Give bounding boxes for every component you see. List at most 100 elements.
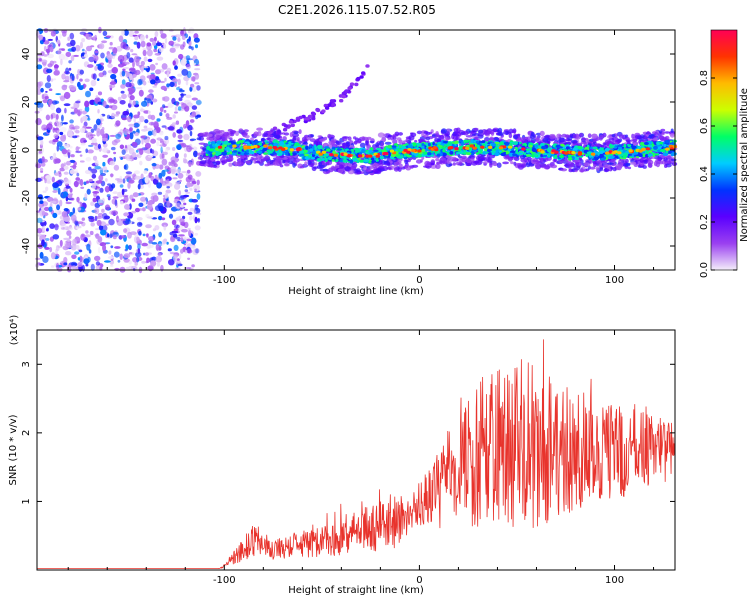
spectrogram-cell bbox=[120, 84, 126, 89]
spectrogram-cell bbox=[150, 138, 157, 144]
spectrogram-cell bbox=[86, 188, 91, 195]
spectrogram-cell bbox=[148, 236, 155, 242]
spectrogram-cell bbox=[93, 55, 99, 62]
spectrogram-cell bbox=[187, 124, 193, 131]
spectrogram-cell bbox=[152, 41, 157, 46]
spectrogram-cell bbox=[65, 67, 70, 75]
spectrogram-cell bbox=[244, 134, 250, 139]
spectrogram-cell bbox=[398, 163, 403, 168]
spectrogram-cell bbox=[142, 49, 147, 57]
spectrogram-cell bbox=[632, 138, 638, 142]
spectrogram-cell bbox=[185, 120, 190, 127]
spectrogram-cell bbox=[160, 264, 164, 272]
spectrogram-cell bbox=[193, 37, 200, 43]
spectrogram-cell bbox=[665, 140, 670, 143]
spectrogram-cell bbox=[103, 74, 107, 78]
spectrogram-cell bbox=[287, 124, 292, 128]
spectrogram-cell bbox=[642, 165, 647, 169]
spectrogram-cell bbox=[260, 158, 266, 162]
spectrogram-cell bbox=[129, 132, 134, 140]
spectrogram-cell bbox=[193, 72, 199, 76]
spectrogram-cell bbox=[572, 147, 578, 151]
spectrogram-cell bbox=[122, 189, 128, 192]
spectrogram-cell bbox=[659, 135, 665, 141]
spectrogram-cell bbox=[42, 99, 49, 104]
spectrogram-cell bbox=[47, 63, 53, 68]
spectrogram-cell bbox=[120, 218, 127, 221]
spectrogram-cell bbox=[121, 235, 126, 239]
spectrogram-cell bbox=[90, 263, 95, 271]
spectrogram-cell bbox=[455, 161, 463, 166]
spectrogram-cell bbox=[79, 78, 83, 82]
spectrogram-cell bbox=[114, 246, 121, 249]
spectrogram-cell bbox=[612, 166, 617, 172]
spectrogram-cell bbox=[282, 127, 288, 132]
spectrogram-cell bbox=[46, 48, 50, 56]
spectrogram-cell bbox=[352, 157, 358, 162]
spectrogram-cell bbox=[154, 31, 159, 37]
spectrogram-cell bbox=[188, 36, 191, 42]
spectrogram-cell bbox=[111, 183, 116, 189]
spectrogram-cell bbox=[174, 183, 181, 190]
spectrogram-cell bbox=[136, 236, 140, 242]
spectrogram-cell bbox=[70, 197, 75, 201]
spectrogram-cell bbox=[504, 150, 510, 155]
spectrogram-cell bbox=[126, 115, 132, 123]
spectrogram-cell bbox=[133, 117, 136, 123]
spectrogram-cell bbox=[509, 150, 516, 154]
spectrogram-cell bbox=[112, 52, 117, 57]
spectrogram-cell bbox=[648, 163, 653, 168]
spectrogram-cell bbox=[231, 152, 237, 156]
spectrogram-cell bbox=[148, 172, 152, 178]
spectrogram-cell bbox=[465, 152, 472, 156]
spectrogram-cell bbox=[92, 73, 97, 80]
spectrogram-cell bbox=[96, 188, 100, 191]
spectrogram-cell bbox=[121, 93, 127, 100]
spectrogram-cell bbox=[36, 136, 44, 141]
spectrogram-cell bbox=[164, 135, 169, 141]
spectrogram-cell bbox=[322, 168, 329, 172]
spectrogram-cell bbox=[164, 192, 169, 200]
spectrogram-cell bbox=[507, 148, 512, 152]
spectrogram-cell bbox=[324, 106, 330, 110]
spectrogram-cell bbox=[178, 53, 184, 60]
spectrogram-cell bbox=[225, 156, 229, 159]
spectrogram-cell bbox=[148, 89, 154, 93]
spectrogram-cell bbox=[594, 143, 602, 148]
spectrogram-cell bbox=[54, 69, 60, 75]
spectrogram-cell bbox=[134, 36, 139, 41]
spectrogram-cell bbox=[193, 150, 198, 158]
spectrogram-cell bbox=[595, 154, 599, 158]
spectrogram-cell bbox=[148, 121, 155, 126]
spectrogram-cell bbox=[579, 169, 585, 173]
spectrogram-cell bbox=[373, 149, 379, 152]
spectrogram-cell bbox=[341, 94, 346, 99]
spectrogram-cell bbox=[41, 147, 44, 153]
spectrogram-cell bbox=[87, 149, 94, 154]
spectrogram-cell bbox=[659, 141, 663, 145]
spectrogram-cell bbox=[101, 40, 108, 44]
spectrogram-cell bbox=[344, 166, 350, 172]
spectrogram-cell bbox=[72, 207, 76, 214]
spectrogram-cell bbox=[56, 204, 61, 211]
spectrogram-cell bbox=[540, 153, 543, 158]
spectrogram-cell bbox=[560, 168, 568, 172]
spectrogram-cell bbox=[404, 159, 409, 164]
spectrogram-cell bbox=[55, 244, 60, 252]
spectrogram-cell bbox=[49, 200, 57, 204]
spectrogram-cell bbox=[142, 207, 146, 212]
spectrogram-cell bbox=[70, 214, 77, 222]
spectrogram-cell bbox=[263, 152, 268, 155]
spectrogram-cell bbox=[232, 148, 238, 151]
spectrogram-cell bbox=[92, 191, 100, 194]
spectrogram-cell bbox=[112, 196, 119, 199]
spectrogram-cell bbox=[95, 228, 100, 231]
spectrogram-cell bbox=[131, 210, 137, 214]
spectrogram-cell bbox=[417, 149, 422, 153]
spectrogram-cell bbox=[51, 265, 55, 268]
spectrogram-cell bbox=[138, 89, 144, 97]
spectrogram-cell bbox=[329, 99, 335, 103]
spectrogram-cell bbox=[94, 165, 101, 170]
spectrogram-cell bbox=[540, 157, 544, 163]
spectrogram-cell bbox=[575, 162, 580, 166]
